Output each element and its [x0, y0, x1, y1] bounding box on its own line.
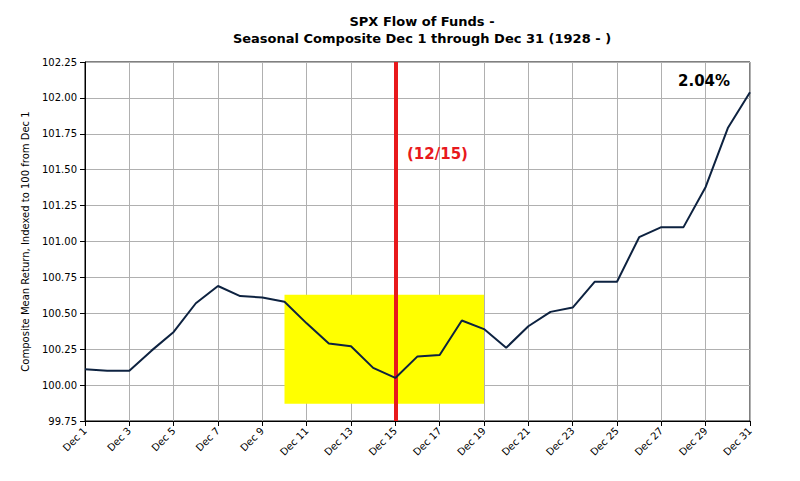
svg-text:Dec 13: Dec 13 [322, 425, 355, 458]
svg-text:Dec 25: Dec 25 [588, 425, 621, 458]
svg-text:100.75: 100.75 [42, 272, 77, 283]
svg-text:102.00: 102.00 [42, 92, 77, 103]
svg-text:100.00: 100.00 [42, 380, 77, 391]
svg-text:Dec 15: Dec 15 [367, 425, 400, 458]
svg-text:Dec 5: Dec 5 [149, 425, 177, 453]
svg-text:Dec 1: Dec 1 [61, 425, 89, 453]
svg-text:101.75: 101.75 [42, 128, 77, 139]
svg-text:Dec 27: Dec 27 [633, 425, 666, 458]
svg-text:101.25: 101.25 [42, 200, 77, 211]
svg-text:102.25: 102.25 [42, 57, 77, 68]
svg-text:101.50: 101.50 [42, 164, 77, 175]
svg-text:Seasonal Composite Dec 1 throu: Seasonal Composite Dec 1 through Dec 31 … [233, 31, 611, 46]
svg-text:Composite Mean Return, Indexed: Composite Mean Return, Indexed to 100 fr… [20, 111, 31, 371]
svg-text:Dec 11: Dec 11 [278, 425, 311, 458]
svg-text:Dec 29: Dec 29 [677, 425, 710, 458]
svg-text:Dec 3: Dec 3 [105, 425, 133, 453]
svg-text:Dec 7: Dec 7 [194, 425, 222, 453]
svg-text:100.25: 100.25 [42, 344, 77, 355]
svg-text:Dec 9: Dec 9 [238, 425, 266, 453]
svg-text:Dec 19: Dec 19 [455, 425, 488, 458]
svg-text:(12/15): (12/15) [407, 145, 468, 163]
svg-text:101.00: 101.00 [42, 236, 77, 247]
svg-text:Dec 21: Dec 21 [500, 425, 533, 458]
svg-text:99.75: 99.75 [48, 416, 77, 427]
svg-text:Dec 31: Dec 31 [721, 425, 754, 458]
svg-text:100.50: 100.50 [42, 308, 77, 319]
svg-text:Dec 17: Dec 17 [411, 425, 444, 458]
svg-text:SPX Flow of Funds -: SPX Flow of Funds - [349, 14, 494, 29]
svg-text:Dec 23: Dec 23 [544, 425, 577, 458]
svg-text:2.04%: 2.04% [678, 72, 730, 90]
